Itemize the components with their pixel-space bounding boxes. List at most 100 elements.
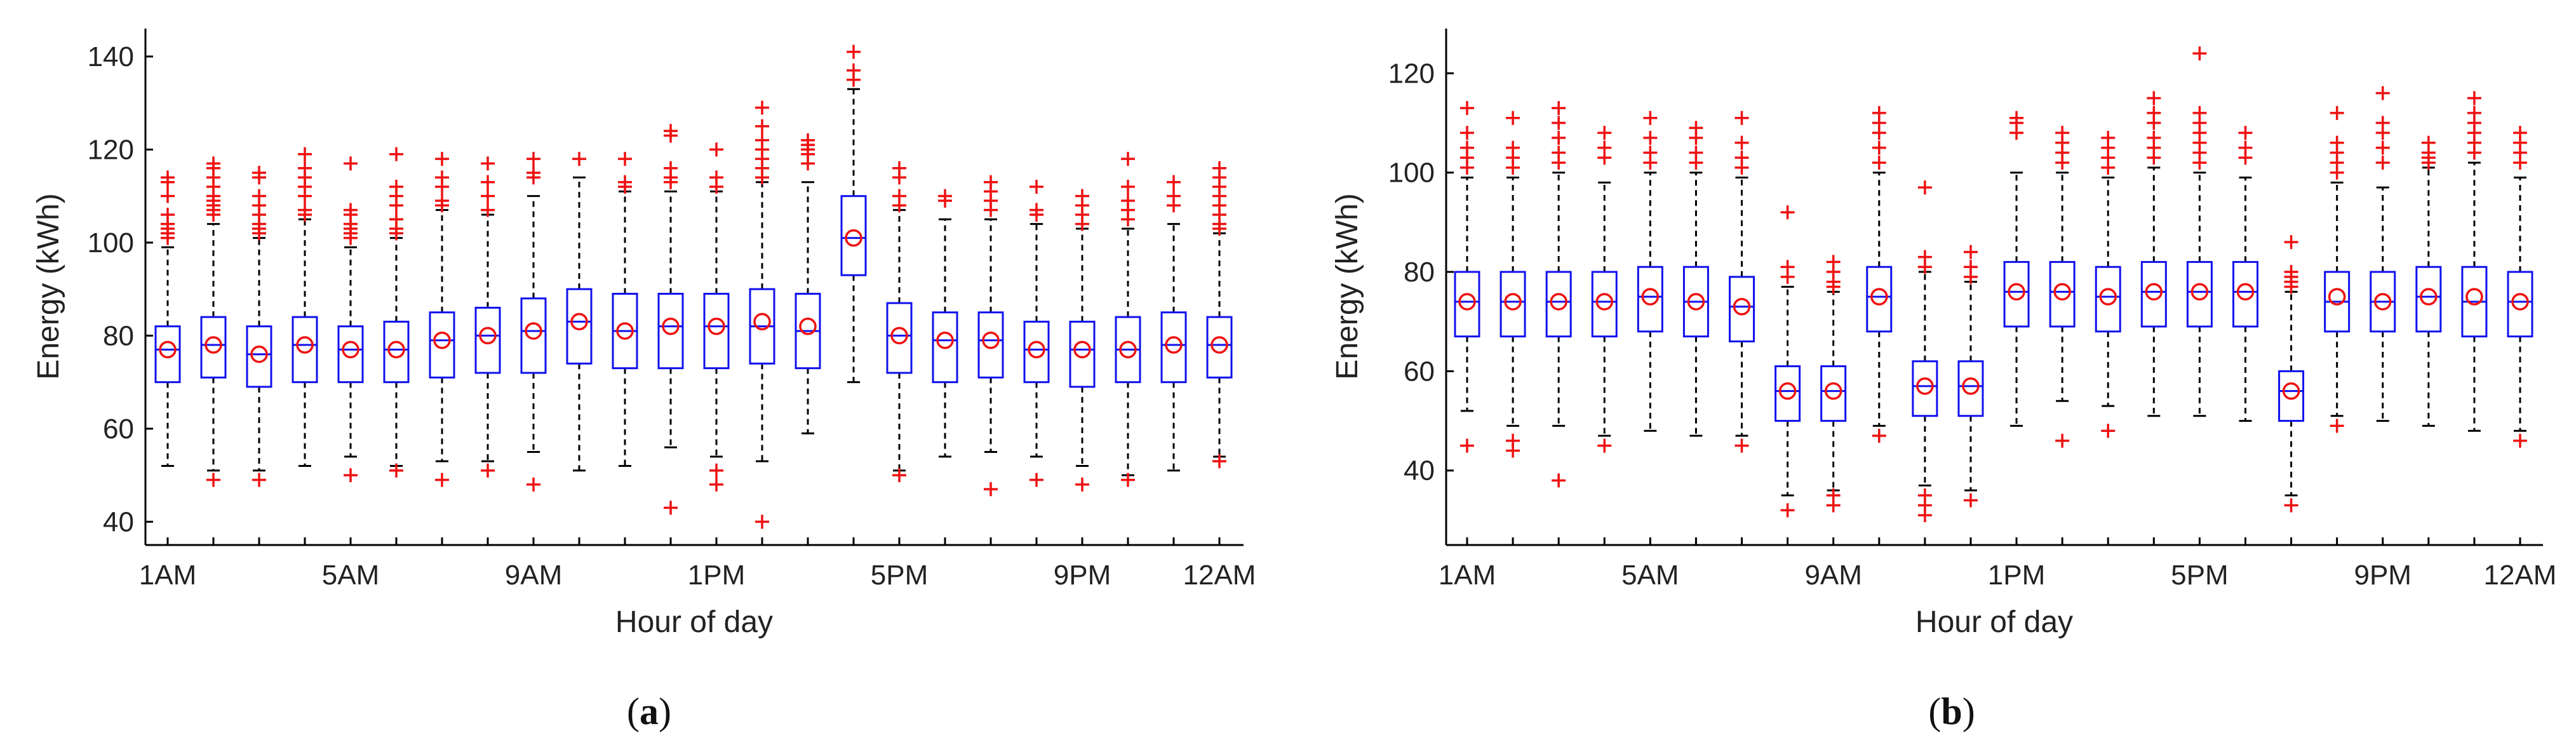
svg-text:(a): (a) xyxy=(627,690,671,732)
mean-marker xyxy=(1595,293,1614,311)
box-hour-17 xyxy=(886,161,913,483)
outlier-marker xyxy=(755,133,769,147)
mean-marker xyxy=(1028,340,1045,359)
outlier-marker xyxy=(2055,433,2070,448)
outlier-marker xyxy=(1689,121,1703,135)
iqr-box xyxy=(886,302,913,374)
outlier-marker xyxy=(2238,126,2253,140)
outlier-marker xyxy=(527,152,540,166)
iqr-box xyxy=(2003,260,2030,328)
outlier-marker xyxy=(252,189,266,203)
outlier-marker xyxy=(1597,126,1612,140)
outlier-marker xyxy=(2284,265,2298,279)
outlier-marker xyxy=(161,207,175,222)
box-hour-18 xyxy=(2232,126,2258,422)
outlier-marker xyxy=(1075,477,1089,492)
x-tick-label: 5PM xyxy=(2171,560,2228,591)
outlier-marker xyxy=(755,100,769,115)
outlier-marker xyxy=(938,189,952,203)
outlier-marker xyxy=(2101,130,2116,145)
outlier-marker xyxy=(2467,91,2481,105)
mean-marker xyxy=(708,318,725,335)
outlier-marker xyxy=(435,473,449,487)
iqr-box xyxy=(292,316,318,384)
box-hour-8 xyxy=(1774,205,1801,518)
outlier-marker xyxy=(1917,180,1932,195)
mean-marker xyxy=(2099,288,2117,306)
outlier-marker xyxy=(2101,424,2116,438)
x-tick-label: 5AM xyxy=(322,560,379,591)
iqr-box xyxy=(520,297,547,374)
mean-marker xyxy=(1733,298,1751,316)
box-hour-16 xyxy=(2140,91,2167,417)
box-hour-15 xyxy=(795,133,821,434)
outlier-marker xyxy=(572,152,586,166)
outlier-marker xyxy=(1597,140,1612,155)
outlier-marker xyxy=(161,170,175,185)
box-hour-4 xyxy=(1591,126,1618,453)
mean-marker xyxy=(1778,382,1797,400)
outlier-marker xyxy=(1030,203,1043,217)
iqr-box xyxy=(2232,260,2258,328)
iqr-box xyxy=(1023,320,1050,384)
outlier-marker xyxy=(1121,152,1135,166)
iqr-box xyxy=(1637,266,1663,333)
outlier-marker xyxy=(481,175,495,189)
box-hour-13 xyxy=(2003,111,2030,427)
mean-marker xyxy=(1211,336,1228,354)
outlier-marker xyxy=(1780,503,1795,518)
y-tick-label: 80 xyxy=(1404,257,1435,288)
box-hour-6 xyxy=(1682,121,1709,437)
mean-marker xyxy=(1458,293,1476,311)
outlier-marker xyxy=(481,203,495,217)
outlier-marker xyxy=(2421,135,2436,150)
mean-marker xyxy=(2328,288,2346,306)
y-axis-title: Energy (kWh) xyxy=(1331,193,1364,379)
outlier-marker xyxy=(1872,105,1886,120)
iqr-box xyxy=(932,311,958,384)
mean-marker xyxy=(1165,336,1183,354)
outlier-marker xyxy=(2147,105,2161,120)
y-tick-label: 40 xyxy=(103,506,134,537)
outlier-marker xyxy=(2147,130,2161,145)
box-hour-22 xyxy=(1115,152,1141,487)
outlier-marker xyxy=(2375,156,2390,170)
iqr-box xyxy=(1774,365,1801,422)
box-hour-7 xyxy=(429,152,455,487)
outlier-marker xyxy=(527,477,540,492)
iqr-box xyxy=(2140,260,2167,328)
outlier-marker xyxy=(1552,473,1566,488)
outlier-marker xyxy=(709,477,723,492)
mean-marker xyxy=(845,229,862,247)
outlier-marker xyxy=(892,468,906,483)
outlier-marker xyxy=(1963,493,1978,508)
box-hour-6 xyxy=(383,147,410,478)
iqr-box xyxy=(1160,311,1187,384)
outlier-marker xyxy=(1689,145,1703,160)
iqr-box xyxy=(429,311,455,379)
box-hour-7 xyxy=(1729,111,1755,453)
mean-marker xyxy=(205,336,222,354)
outlier-marker xyxy=(481,156,495,171)
y-tick-label: 40 xyxy=(1404,455,1435,487)
box-hour-4 xyxy=(292,147,318,467)
iqr-box xyxy=(1729,276,1755,342)
iqr-box xyxy=(2049,260,2076,328)
iqr-box xyxy=(1912,360,1938,417)
outlier-marker xyxy=(1167,189,1181,203)
box-hour-10 xyxy=(566,152,593,472)
box-hour-1 xyxy=(1454,101,1480,453)
iqr-box xyxy=(2507,271,2533,338)
iqr-box xyxy=(154,325,181,384)
y-tick-label: 80 xyxy=(103,320,134,351)
outlier-marker xyxy=(892,161,906,175)
x-tick-label: 9AM xyxy=(505,560,562,591)
outlier-marker xyxy=(1552,130,1566,145)
mean-marker xyxy=(525,322,542,340)
x-tick-label: 1AM xyxy=(139,560,196,591)
outlier-marker xyxy=(618,175,632,189)
panel-label-a-letter: a xyxy=(640,690,659,732)
mean-marker xyxy=(1641,288,1660,306)
mean-marker xyxy=(342,340,359,359)
